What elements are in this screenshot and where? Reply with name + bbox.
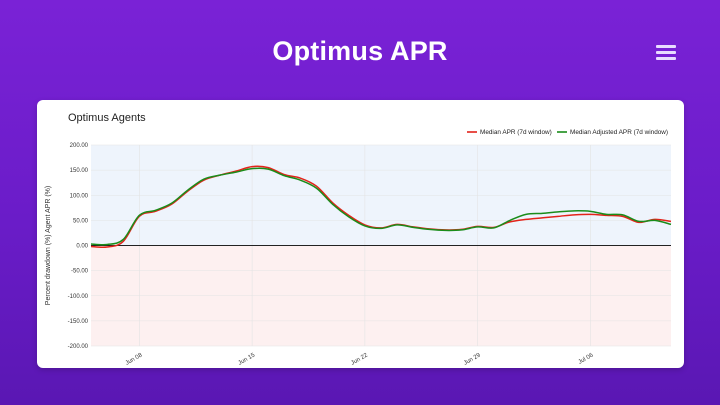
x-tick-label: Jun 29: [463, 352, 482, 367]
page-title: Optimus APR: [272, 36, 448, 66]
x-tick-label: Jun 22: [350, 352, 369, 367]
legend-label: Median Adjusted APR (7d window): [570, 129, 668, 136]
y-tick-label: 150.00: [70, 168, 89, 174]
x-tick-label: Jul 06: [578, 352, 595, 366]
y-tick-label: 100.00: [70, 193, 89, 199]
menu-icon[interactable]: [656, 45, 676, 61]
apr-line-chart: 200.00 150.00 100.00 50.00 0.00 -50.00 -100.00…: [45, 129, 672, 367]
x-tick-label: Jun 15: [238, 352, 257, 367]
legend-label: Median APR (7d window): [480, 129, 552, 136]
y-tick-label: -200.00: [68, 344, 89, 350]
y-axis-label: Percent drawdown (%) Agent APR (%): [45, 186, 52, 305]
series-line-median-adjusted-apr: [90, 167, 672, 246]
x-tick-label: Jun 08: [125, 352, 144, 367]
y-tick-label: -50.00: [71, 269, 89, 275]
y-tick-label: -100.00: [68, 294, 89, 300]
chart-title: Optimus Agents: [68, 112, 146, 124]
y-tick-label: 200.00: [70, 143, 89, 149]
y-tick-label: -150.00: [68, 319, 89, 325]
y-tick-label: 0.00: [76, 244, 88, 250]
chart-card: Optimus Agents 200.00 150.00 100.00 50.00 0.…: [37, 100, 684, 368]
y-tick-label: 50.00: [73, 218, 89, 224]
